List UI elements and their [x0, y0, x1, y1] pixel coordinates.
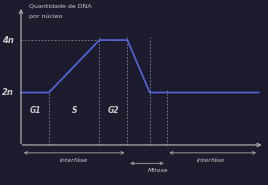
Text: 4n: 4n	[2, 36, 14, 45]
Text: Interfáse: Interfáse	[60, 158, 88, 163]
Text: Interfáse: Interfáse	[197, 158, 225, 163]
Text: por núcleo: por núcleo	[29, 14, 63, 19]
Text: Mitose: Mitose	[148, 168, 169, 173]
Text: S: S	[71, 106, 77, 115]
Text: 2n: 2n	[2, 88, 14, 97]
Text: G2: G2	[108, 106, 119, 115]
Text: Quantidade de DNA: Quantidade de DNA	[29, 3, 92, 8]
Text: G1: G1	[29, 106, 41, 115]
